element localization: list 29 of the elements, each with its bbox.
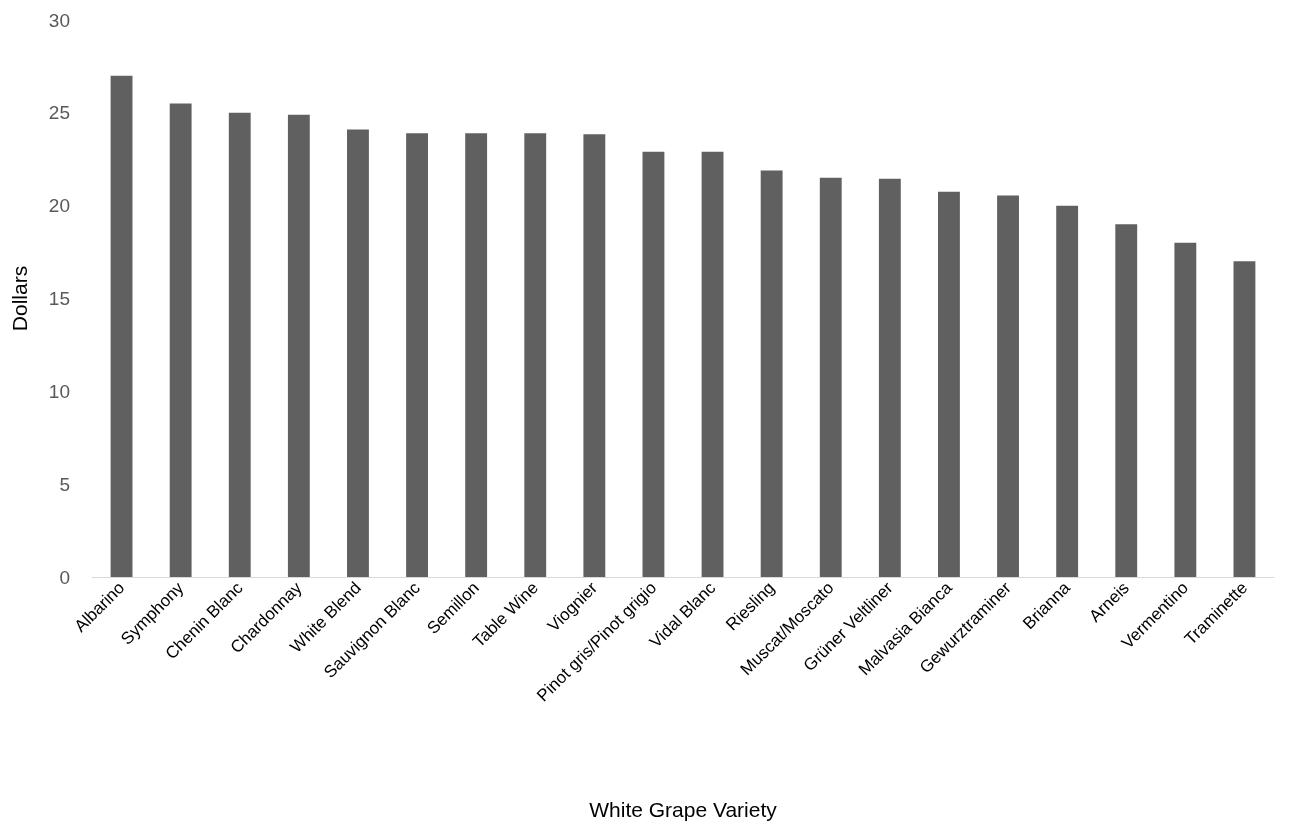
bar — [878, 178, 901, 577]
bar — [169, 103, 192, 577]
bar — [406, 133, 428, 577]
bar — [465, 133, 488, 577]
y-tick-label: 25 — [48, 102, 70, 124]
x-axis-title: White Grape Variety — [589, 798, 778, 821]
y-tick-label: 10 — [48, 380, 70, 402]
y-tick-label: 20 — [48, 195, 70, 217]
bar — [228, 112, 251, 577]
bar — [997, 195, 1019, 577]
y-tick-label: 5 — [59, 473, 70, 495]
bar — [287, 114, 310, 577]
bar — [524, 133, 547, 577]
bar — [1056, 205, 1079, 577]
bar — [1233, 261, 1256, 577]
y-tick-label: 0 — [59, 566, 70, 588]
bar — [110, 75, 133, 577]
bar — [347, 129, 369, 577]
bar — [760, 170, 783, 577]
bar — [701, 151, 724, 577]
y-axis-title: Dollars — [8, 265, 31, 332]
bar — [642, 151, 665, 577]
bar — [819, 177, 842, 577]
y-tick-label: 15 — [48, 288, 70, 309]
y-tick-label: 30 — [48, 9, 70, 31]
bar — [1174, 242, 1197, 577]
bar — [583, 134, 606, 577]
bar — [938, 191, 960, 577]
bar — [1115, 224, 1138, 577]
